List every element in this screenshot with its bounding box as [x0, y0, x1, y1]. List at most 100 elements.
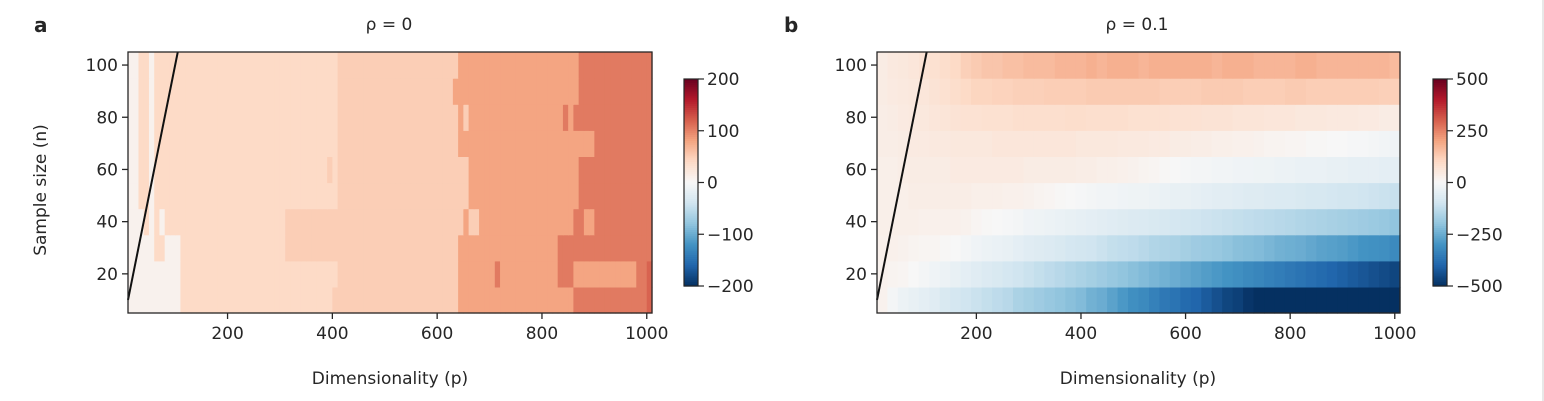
heatmap-cell	[379, 52, 386, 79]
colorbar-segment	[684, 101, 698, 105]
heatmap-cell	[515, 234, 522, 262]
heatmap-cell	[410, 156, 417, 184]
heatmap-cell	[1086, 52, 1098, 79]
heatmap-cell	[494, 286, 501, 314]
heatmap-cell	[1148, 156, 1161, 184]
heatmap-cell	[327, 130, 333, 157]
heatmap-cell	[950, 260, 962, 288]
colorbar-segment	[1433, 116, 1447, 119]
heatmap-cell	[337, 286, 344, 314]
heatmap-cell	[143, 182, 150, 210]
heatmap-cell	[410, 260, 417, 288]
heatmap-cell	[1326, 208, 1338, 236]
heatmap-cell	[311, 208, 318, 236]
heatmap-cell	[452, 260, 459, 288]
colorbar-segment	[1433, 180, 1447, 184]
heatmap-cell	[1305, 208, 1317, 236]
heatmap-cell	[321, 234, 328, 262]
heatmap-cell	[981, 78, 993, 105]
heatmap-cell	[625, 234, 632, 262]
heatmap-cell	[348, 234, 354, 262]
heatmap-cell	[1159, 182, 1171, 210]
heatmap-cell	[1107, 104, 1119, 131]
colorbar-tick-label: 0	[1456, 174, 1467, 194]
heatmap-cell	[384, 78, 391, 105]
heatmap-cell	[316, 130, 323, 157]
heatmap-cell	[206, 156, 213, 184]
heatmap-cell	[274, 156, 281, 184]
heatmap-cell	[484, 78, 491, 105]
heatmap-cell	[369, 130, 375, 157]
heatmap-cell	[908, 234, 920, 262]
heatmap-cell	[269, 260, 276, 288]
heatmap-cell	[971, 104, 983, 131]
heatmap-cell	[573, 208, 580, 236]
heatmap-cell	[269, 52, 276, 79]
heatmap-cell	[604, 182, 611, 210]
colorbar-segment	[684, 136, 698, 140]
heatmap-cell	[1284, 286, 1296, 314]
heatmap-cell	[311, 260, 318, 288]
heatmap-cell	[353, 182, 360, 210]
heatmap-cell	[950, 52, 962, 79]
heatmap-cell	[473, 78, 480, 105]
colorbar-segment	[1433, 87, 1447, 90]
heatmap-cell	[636, 104, 643, 131]
heatmap-cell	[452, 208, 459, 236]
heatmap-cell	[877, 104, 889, 131]
heatmap-cell	[541, 156, 548, 184]
heatmap-cell	[929, 130, 941, 157]
heatmap-cell	[154, 182, 161, 210]
heatmap-cell	[290, 78, 297, 105]
heatmap-cell	[1002, 78, 1014, 105]
heatmap-cell	[248, 260, 255, 288]
heatmap-cell	[552, 156, 559, 184]
heatmap-cell	[138, 286, 145, 314]
heatmap-cell	[264, 104, 271, 131]
heatmap-cell	[547, 260, 554, 288]
colorbar-segment	[1433, 143, 1447, 146]
heatmap-cell	[473, 260, 480, 288]
heatmap-cell	[479, 260, 485, 288]
heatmap-cell	[939, 156, 951, 184]
heatmap-cell	[348, 182, 354, 210]
heatmap-cell	[295, 208, 302, 236]
heatmap-cell	[426, 78, 433, 105]
colorbar-segment	[1433, 263, 1447, 266]
heatmap-cell	[594, 260, 601, 288]
colorbar-segment	[1433, 176, 1447, 179]
heatmap-cell	[1107, 130, 1119, 157]
heatmap-cell	[541, 104, 548, 131]
heatmap-cell	[1358, 182, 1370, 210]
heatmap-cell	[437, 208, 443, 236]
heatmap-cell	[306, 286, 312, 314]
heatmap-cell	[395, 104, 402, 131]
colorbar-segment	[684, 223, 698, 227]
heatmap-cell	[1347, 52, 1359, 79]
heatmap-cell	[1379, 130, 1391, 157]
heatmap-cell	[421, 156, 428, 184]
heatmap-cell	[918, 78, 930, 105]
heatmap-cell	[211, 52, 218, 79]
heatmap-cell	[1284, 52, 1296, 79]
heatmap-cell	[1086, 156, 1098, 184]
heatmap-cell	[1201, 52, 1213, 79]
heatmap-cell	[489, 234, 496, 262]
heatmap-cell	[238, 156, 244, 184]
heatmap-cell	[248, 208, 255, 236]
heatmap-cell	[489, 78, 496, 105]
heatmap-cell	[610, 286, 616, 314]
heatmap-cell	[620, 208, 627, 236]
colorbar-segment	[1433, 236, 1447, 239]
heatmap-cell	[526, 182, 533, 210]
heatmap-cell	[1075, 52, 1087, 79]
heatmap-cell	[264, 208, 271, 236]
y-tick-label: 60	[96, 160, 118, 180]
heatmap-cell	[133, 286, 140, 314]
heatmap-cell	[353, 104, 360, 131]
heatmap-cell	[479, 104, 485, 131]
heatmap-cell	[431, 104, 438, 131]
colorbar-tick-label: 500	[1456, 70, 1488, 90]
heatmap-cell	[452, 234, 459, 262]
